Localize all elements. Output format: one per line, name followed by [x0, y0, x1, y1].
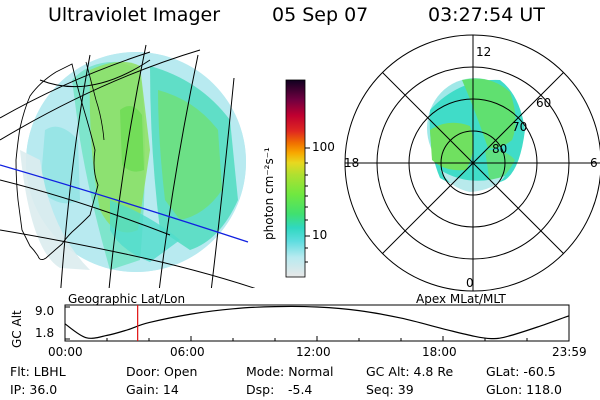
info-door: Door: Open: [126, 364, 198, 379]
altitude-plot-frame: [64, 304, 570, 342]
mlt-label-0: 0: [466, 276, 474, 290]
instrument-title: Ultraviolet Imager: [48, 4, 221, 26]
mlat-label-80: 80: [492, 142, 508, 156]
altitude-xtick-0: 00:00: [48, 345, 83, 359]
info-ip: IP: 36.0: [10, 382, 58, 397]
altitude-xtick-24: 23:59: [552, 345, 587, 359]
altitude-ytick-max: 9.0: [35, 304, 55, 318]
mlt-label-6: 6: [590, 156, 598, 170]
mlat-label-70: 70: [512, 120, 528, 134]
uv-emission-pattern: [20, 52, 246, 272]
altitude-curve: [64, 305, 569, 340]
colorbar: [285, 79, 310, 278]
altitude-x-ticks: [64, 336, 570, 341]
coastline: [15, 63, 99, 261]
date-label: 05 Sep 07: [272, 4, 369, 26]
mlat-label-60: 60: [536, 96, 552, 110]
info-seq: Seq: 39: [366, 382, 414, 397]
time-label: 03:27:54 UT: [428, 4, 545, 26]
info-glon: GLon: 118.0: [486, 382, 562, 397]
altitude-y-ticks: [65, 306, 70, 340]
altitude-ytick-min: 1.8: [35, 326, 55, 340]
polar-emission: [427, 78, 525, 192]
info-dsp-value: -5.4: [288, 382, 313, 397]
altitude-xtick-18: 18:00: [422, 345, 457, 359]
geographic-panel-label: Geographic Lat/Lon: [68, 292, 186, 306]
geographic-view: [0, 44, 255, 288]
info-gain: Gain: 14: [126, 382, 179, 397]
terminator-line: [0, 164, 249, 243]
polar-grid: [344, 34, 600, 292]
polar-view: [344, 34, 600, 292]
mlt-label-12: 12: [476, 45, 492, 59]
altitude-xtick-6: 06:00: [170, 345, 205, 359]
altitude-plot: [64, 304, 570, 342]
altitude-ylabel: GC Alt: [10, 310, 24, 348]
info-mode: Mode: Normal: [246, 364, 334, 379]
info-glat: GLat: -60.5: [486, 364, 556, 379]
colorbar-tick-10: 10: [312, 228, 328, 242]
info-gc-alt: GC Alt: 4.8 Re: [366, 364, 454, 379]
info-dsp-label: Dsp:: [246, 382, 275, 397]
mlt-label-18: 18: [344, 156, 360, 170]
info-filter: Flt: LBHL: [10, 364, 66, 379]
colorbar-tick-100: 100: [312, 140, 335, 154]
polar-panel-label: Apex MLat/MLT: [416, 292, 506, 306]
colorbar-unit-label: photon cm⁻²s⁻¹: [262, 147, 276, 240]
geographic-grid: [0, 44, 255, 288]
altitude-xtick-12: 12:00: [296, 345, 331, 359]
